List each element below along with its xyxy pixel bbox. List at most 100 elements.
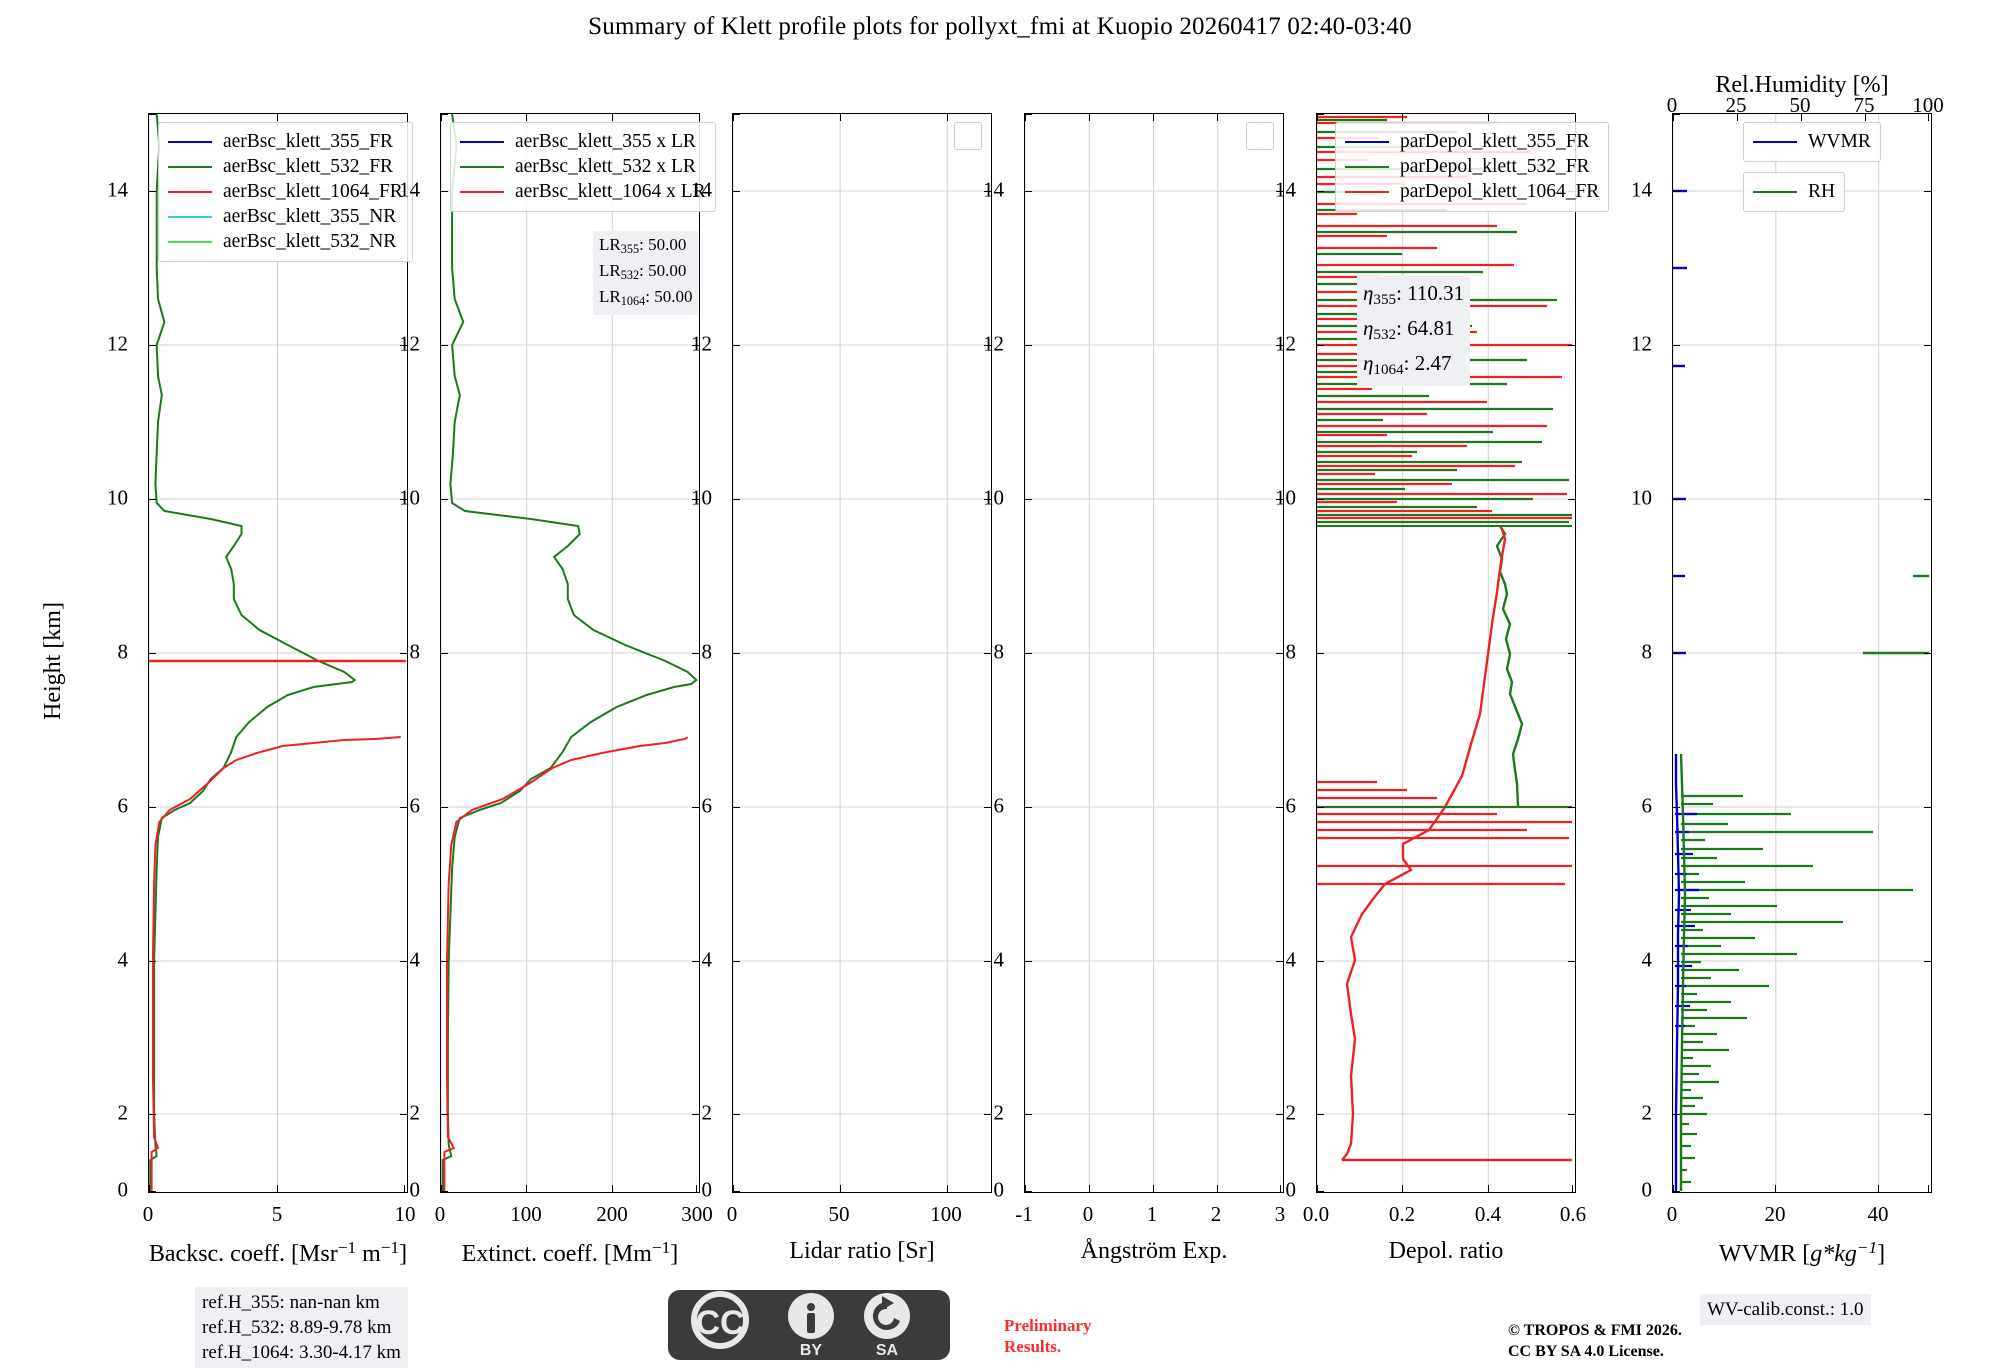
legend-item: aerBsc_klett_355 x LR (460, 129, 706, 154)
eta-annotation: η355: 110.31 η532: 64.81 η1064: 2.47 (1357, 276, 1471, 387)
legend-line-swatch (1345, 190, 1389, 193)
series-extinct-532 (441, 114, 698, 1191)
legend-line-swatch (460, 140, 504, 143)
y-tick-label: 0 (701, 1177, 713, 1202)
rh-spikes-high (1863, 574, 1929, 655)
panel-lidar-ratio (732, 113, 992, 1193)
x-tick-label: 2 (1210, 1202, 1222, 1226)
y-tick-label: 4 (1285, 947, 1297, 972)
legend-item: aerBsc_klett_355_NR (168, 204, 403, 229)
y-tick-label: 2 (1285, 1100, 1297, 1125)
legend-item: aerBsc_klett_532_NR (168, 229, 403, 254)
preliminary-line-2: Results. (1004, 1337, 1062, 1356)
x-tick-label: 3 (1274, 1202, 1286, 1226)
x-tick-label: 100 (930, 1202, 962, 1226)
y-tick-label: 12 (107, 331, 128, 356)
top-x-tick-label: 100 (1912, 93, 1944, 117)
legend-line-swatch (1345, 140, 1389, 143)
y-tick-label: 12 (691, 331, 712, 356)
eta-1064-row: η1064: 2.47 (1363, 350, 1452, 378)
legend-line-swatch (1753, 190, 1797, 193)
x-axis-title-lidar-ratio: Lidar ratio [Sr] (789, 1238, 935, 1264)
cc-by-label: BY (800, 1342, 823, 1359)
legend-depolarization: parDepol_klett_355_FR parDepol_klett_532… (1335, 122, 1610, 212)
top-axis-title-rh: Rel.Humidity [%] (1715, 72, 1889, 98)
legend-rh: RH (1743, 172, 1846, 212)
y-tick-label: 14 (691, 177, 712, 202)
y-tick-label: 8 (1641, 639, 1653, 664)
preliminary-results-watermark: Preliminary Results. (1004, 1315, 1092, 1357)
panel-backscatter: aerBsc_klett_355_FR aerBsc_klett_532_FR … (148, 113, 413, 1193)
y-tick-label: 2 (701, 1100, 713, 1125)
legend-line-swatch (168, 165, 212, 168)
legend-line-swatch (1753, 140, 1797, 143)
series-aerBsc-532-FR (149, 114, 357, 1191)
y-tick-label: 14 (1275, 177, 1296, 202)
lr-1064-row: LR1064: 50.00 (599, 287, 693, 309)
ref-h-355: ref.H_355: nan-nan km (202, 1292, 380, 1313)
preliminary-line-1: Preliminary (1004, 1316, 1092, 1335)
y-tick-label: 12 (1631, 331, 1652, 356)
x-tick-label: 0.0 (1302, 1202, 1330, 1226)
legend-item: aerBsc_klett_1064 x LR (460, 179, 706, 204)
x-axis-title-extinction: Extinct. coeff. [Mm−1] (461, 1238, 679, 1267)
legend-item: parDepol_klett_355_FR (1345, 129, 1599, 154)
legend-line-swatch (168, 140, 212, 143)
y-tick-label: 8 (993, 639, 1005, 664)
y-tick-label: 2 (993, 1100, 1005, 1125)
y-tick-label: 6 (993, 793, 1005, 818)
legend-item: WVMR (1753, 129, 1871, 154)
lidar-ratio-annotation: LR355: 50.00 LR532: 50.00 LR1064: 50.00 (593, 231, 699, 316)
top-x-tick-label: 0 (1666, 93, 1678, 117)
y-tick-label: 12 (399, 331, 420, 356)
x-tick-label: 40 (1867, 1202, 1889, 1226)
x-tick-label: 0 (1082, 1202, 1094, 1226)
y-tick-label: 6 (117, 793, 129, 818)
y-axis-title: Height [km] (40, 602, 66, 720)
y-tick-label: 10 (399, 485, 420, 510)
top-x-tick-label: 50 (1789, 93, 1811, 117)
copyright-line-2: CC BY SA 4.0 License. (1508, 1343, 1664, 1360)
creative-commons-badge: CC BY SA (668, 1290, 950, 1360)
y-tick-label: 4 (117, 947, 129, 972)
legend-line-swatch (168, 215, 212, 218)
y-tick-label: 10 (983, 485, 1004, 510)
x-tick-label: 0 (142, 1202, 154, 1226)
y-tick-label: 6 (1285, 793, 1297, 818)
series-parDepol-1064-FR (1341, 525, 1507, 1161)
x-tick-label: 1 (1146, 1202, 1158, 1226)
series-extinct-1064 (443, 736, 689, 1191)
panel-wvmr-rh: WVMR RH (1672, 113, 1932, 1193)
cc-sa-label: SA (876, 1342, 899, 1359)
x-axis-title-angstrom: Ångström Exp. (1080, 1238, 1228, 1264)
x-axis-title-depol: Depol. ratio (1388, 1238, 1504, 1264)
series-WVMR (1674, 754, 1681, 1191)
legend-wvmr: WVMR (1743, 122, 1881, 162)
y-tick-label: 0 (1641, 1177, 1653, 1202)
y-tick-label: 10 (1275, 485, 1296, 510)
x-tick-label: 0 (1666, 1202, 1678, 1226)
y-tick-label: 10 (691, 485, 712, 510)
y-tick-label: 4 (993, 947, 1005, 972)
y-tick-label: 8 (117, 639, 129, 664)
y-tick-label: 14 (983, 177, 1004, 202)
y-tick-label: 4 (409, 947, 421, 972)
series-aerBsc-1064-FR (150, 736, 401, 1191)
y-tick-label: 2 (1641, 1100, 1653, 1125)
y-tick-label: 14 (107, 177, 128, 202)
ref-h-1064: ref.H_1064: 3.30-4.17 km (202, 1342, 401, 1363)
legend-extinction: aerBsc_klett_355 x LR aerBsc_klett_532 x… (450, 122, 716, 212)
y-tick-label: 2 (409, 1100, 421, 1125)
wvmr-spikes (1673, 189, 1687, 655)
lidar-ratio-plot-area (733, 114, 990, 1191)
eta-355-row: η355: 110.31 (1363, 281, 1465, 308)
y-tick-label: 6 (1641, 793, 1653, 818)
x-tick-label: -1 (1015, 1202, 1033, 1226)
y-tick-label: 12 (1275, 331, 1296, 356)
panel-extinction: aerBsc_klett_355 x LR aerBsc_klett_532 x… (440, 113, 716, 1193)
y-tick-label: 0 (1285, 1177, 1297, 1202)
legend-item: parDepol_klett_532_FR (1345, 154, 1599, 179)
x-axis-title-backscatter: Backsc. coeff. [Msr−1 m−1] (148, 1238, 408, 1267)
series-RH (1679, 753, 1687, 1191)
legend-item: aerBsc_klett_355_FR (168, 129, 403, 154)
